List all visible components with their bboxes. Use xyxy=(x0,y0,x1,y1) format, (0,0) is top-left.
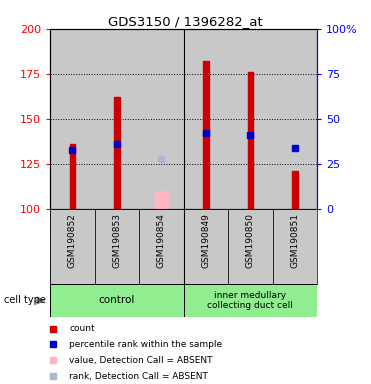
Bar xyxy=(228,209,273,284)
Text: control: control xyxy=(99,295,135,306)
Bar xyxy=(273,209,317,284)
Bar xyxy=(184,29,228,209)
Bar xyxy=(50,284,184,317)
Text: GSM190849: GSM190849 xyxy=(201,213,210,268)
Bar xyxy=(50,29,95,209)
Bar xyxy=(155,191,168,209)
Bar xyxy=(70,144,75,209)
Text: percentile rank within the sample: percentile rank within the sample xyxy=(69,340,223,349)
Text: GSM190852: GSM190852 xyxy=(68,213,77,268)
Text: GSM190851: GSM190851 xyxy=(290,213,299,268)
Text: rank, Detection Call = ABSENT: rank, Detection Call = ABSENT xyxy=(69,372,208,381)
Bar xyxy=(292,171,298,209)
Text: value, Detection Call = ABSENT: value, Detection Call = ABSENT xyxy=(69,356,213,365)
Bar xyxy=(50,209,95,284)
Text: GSM190850: GSM190850 xyxy=(246,213,255,268)
Text: GSM190854: GSM190854 xyxy=(157,213,166,268)
Bar xyxy=(273,29,317,209)
Bar xyxy=(184,209,228,284)
Bar xyxy=(95,209,139,284)
Bar xyxy=(114,98,119,209)
Text: GSM190853: GSM190853 xyxy=(112,213,121,268)
Text: GDS3150 / 1396282_at: GDS3150 / 1396282_at xyxy=(108,15,263,28)
Bar xyxy=(139,29,184,209)
Bar xyxy=(203,61,209,209)
Text: cell type: cell type xyxy=(4,295,46,306)
Bar xyxy=(184,284,317,317)
Bar xyxy=(139,209,184,284)
Text: count: count xyxy=(69,324,95,333)
Text: inner medullary
collecting duct cell: inner medullary collecting duct cell xyxy=(207,291,293,310)
Bar xyxy=(228,29,273,209)
Bar xyxy=(248,72,253,209)
Bar xyxy=(95,29,139,209)
